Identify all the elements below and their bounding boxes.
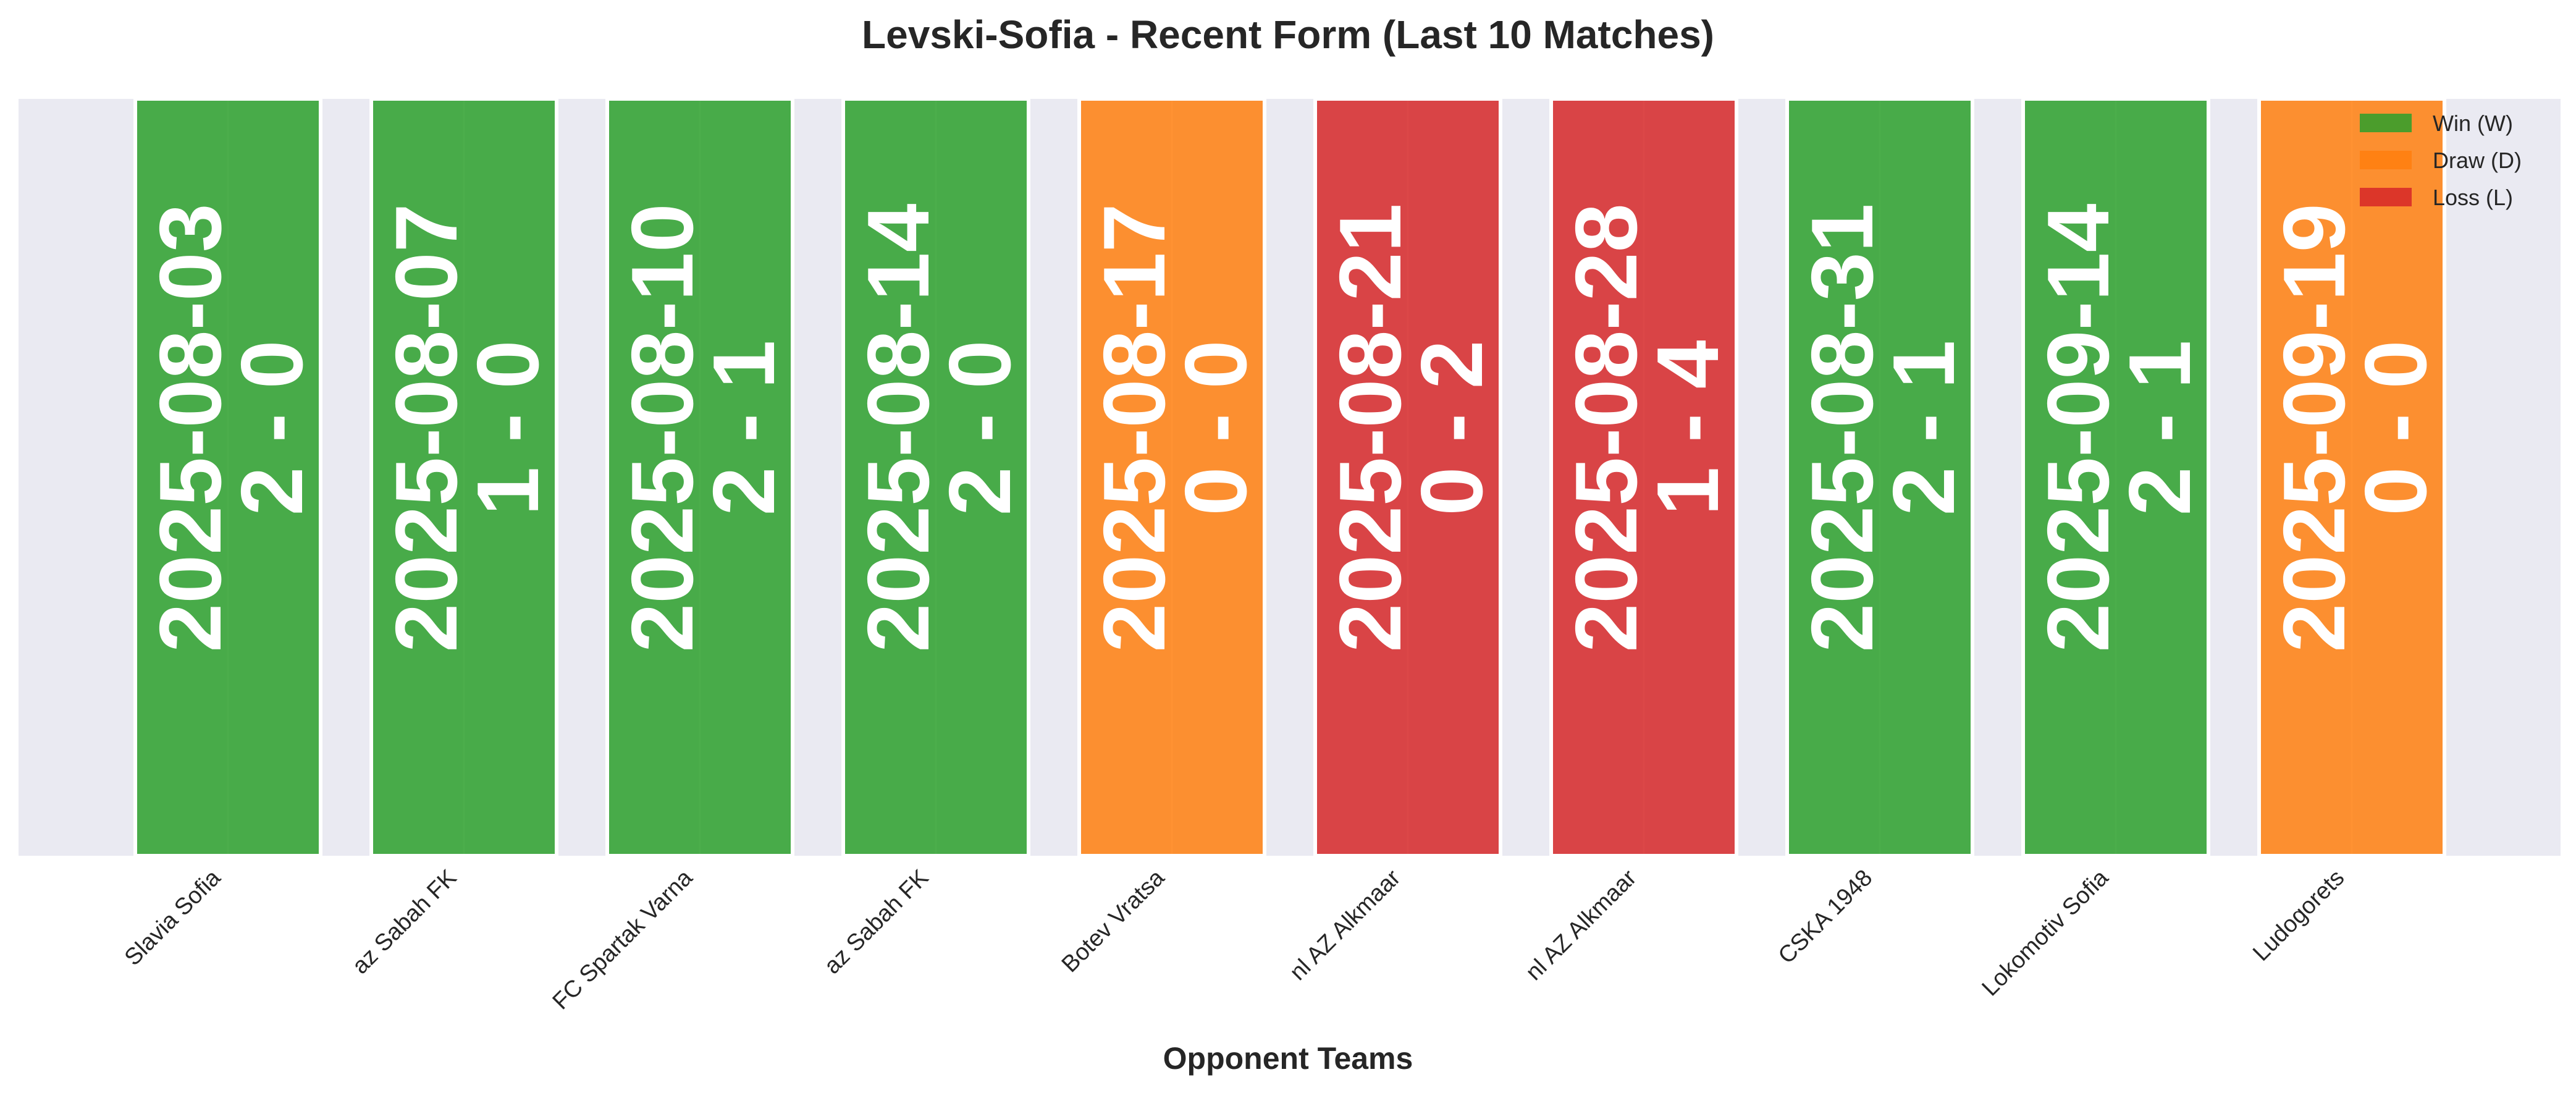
bar-date-label: 2025-09-19 [2265, 203, 2363, 652]
x-axis-label: Opponent Teams [1163, 1041, 1413, 1076]
bar-score-label: 1 - 4 [1639, 340, 1737, 515]
x-tick-label: Botev Vratsa [1057, 864, 1170, 977]
bar-label-8: 2025-08-312 - 1 [1793, 203, 1973, 652]
bar-label-5: 2025-08-170 - 0 [1085, 203, 1265, 652]
bar-label-6: 2025-08-210 - 2 [1321, 203, 1501, 652]
bar-date-label: 2025-08-14 [849, 203, 948, 652]
bar-score-label: 2 - 1 [695, 340, 793, 515]
bar-score-label: 2 - 1 [1875, 340, 1973, 515]
bar-date-label: 2025-08-28 [1557, 203, 1656, 652]
chart-title: Levski-Sofia - Recent Form (Last 10 Matc… [862, 12, 1714, 57]
bar-2 [369, 97, 558, 858]
bar-6 [1313, 97, 1502, 858]
bar-label-2: 2025-08-071 - 0 [377, 203, 557, 652]
x-tick-label: Slavia Sofia [120, 864, 226, 971]
x-tick-label: Ludogorets [2248, 865, 2349, 966]
bar-7 [1549, 97, 1738, 858]
legend-swatch-W [2360, 114, 2412, 132]
bar-score-label: 0 - 2 [1403, 340, 1501, 515]
bar-3 [605, 97, 794, 858]
bar-4 [841, 97, 1030, 858]
x-tick-label: FC Spartak Varna [548, 864, 698, 1015]
bar-date-label: 2025-08-10 [613, 203, 712, 652]
bar-score-label: 1 - 0 [459, 340, 557, 515]
bar-date-label: 2025-09-14 [2029, 203, 2128, 652]
bar-score-label: 2 - 0 [223, 340, 321, 515]
bar-8 [1785, 97, 1974, 858]
legend-swatch-D [2360, 151, 2412, 169]
bar-date-label: 2025-08-17 [1085, 203, 1184, 652]
x-tick-label: Lokomotiv Sofia [1977, 864, 2113, 1001]
bar-9 [2021, 97, 2210, 858]
legend: Win (W) Draw (D) Loss (L) [2360, 111, 2522, 210]
bar-date-label: 2025-08-03 [141, 203, 240, 652]
bar-label-9: 2025-09-142 - 1 [2029, 203, 2209, 652]
bar-date-label: 2025-08-07 [377, 203, 476, 652]
bar-date-label: 2025-08-21 [1321, 203, 1420, 652]
bar-label-1: 2025-08-032 - 0 [141, 203, 321, 652]
bar-label-4: 2025-08-142 - 0 [849, 203, 1029, 652]
bar-score-label: 0 - 0 [2347, 340, 2445, 515]
bar-10 [2257, 97, 2446, 858]
x-tick-labels: Slavia Sofia az Sabah FK FC Spartak Varna a… [120, 864, 2350, 1015]
x-tick-label: az Sabah FK [347, 865, 461, 979]
bar-label-7: 2025-08-281 - 4 [1557, 203, 1737, 652]
bars [133, 97, 2446, 858]
x-tick-label: CSKA 1948 [1774, 865, 1878, 969]
legend-swatch-L [2360, 188, 2412, 206]
bar-label-10: 2025-09-190 - 0 [2265, 203, 2445, 652]
x-tick-label: nl AZ Alkmaar [1285, 864, 1406, 985]
legend-label-L: Loss (L) [2433, 185, 2513, 210]
legend-label-W: Win (W) [2433, 111, 2513, 136]
bar-5 [1077, 97, 1266, 858]
bar-1 [133, 97, 322, 858]
bar-labels: 2025-08-032 - 0 2025-08-071 - 0 2025-08-10… [141, 203, 2445, 652]
bar-score-label: 2 - 0 [931, 340, 1029, 515]
bar-label-3: 2025-08-102 - 1 [613, 203, 793, 652]
bar-score-label: 0 - 0 [1167, 340, 1265, 515]
x-tick-label: az Sabah FK [819, 865, 933, 979]
x-tick-label: nl AZ Alkmaar [1521, 864, 1642, 985]
legend-label-D: Draw (D) [2433, 148, 2522, 173]
bar-score-label: 2 - 1 [2111, 340, 2209, 515]
bar-date-label: 2025-08-31 [1793, 203, 1892, 652]
